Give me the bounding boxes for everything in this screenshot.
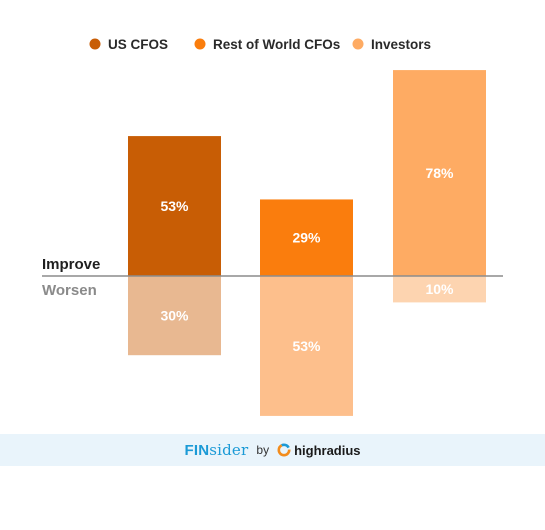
by-text: by bbox=[256, 443, 270, 457]
highradius-logo-icon bbox=[277, 443, 291, 457]
highradius-logo: highradius bbox=[277, 442, 361, 458]
bar-improve-0 bbox=[128, 136, 221, 276]
bar-worsen-2 bbox=[393, 276, 486, 303]
legend: US CFOS Rest of World CFOs Investors bbox=[89, 37, 431, 52]
data-label-worsen-2: 10% bbox=[425, 281, 454, 297]
legend-label-0: US CFOS bbox=[108, 37, 168, 52]
data-label-improve-2: 78% bbox=[425, 165, 454, 181]
brand-fin: FIN bbox=[184, 442, 210, 459]
data-label-improve-0: 53% bbox=[160, 198, 189, 214]
data-label-improve-1: 29% bbox=[292, 230, 321, 246]
bar-worsen-1 bbox=[260, 276, 353, 416]
legend-label-2: Investors bbox=[371, 37, 431, 52]
data-label-worsen-0: 30% bbox=[160, 308, 189, 324]
brand-sider: sider bbox=[209, 441, 249, 459]
bar-worsen-0 bbox=[128, 276, 221, 356]
axis-label-worsen: Worsen bbox=[42, 282, 97, 299]
footer: FINsider by highradius bbox=[0, 434, 545, 466]
axis-label-improve: Improve bbox=[42, 256, 100, 273]
finsider-logo: FINsider bbox=[184, 441, 248, 459]
highradius-text: highradius bbox=[294, 442, 361, 458]
legend-label-1: Rest of World CFOs bbox=[213, 37, 340, 52]
data-label-worsen-1: 53% bbox=[292, 338, 321, 354]
bar-improve-2 bbox=[393, 70, 486, 276]
legend-marker-0 bbox=[89, 38, 101, 50]
legend-marker-2 bbox=[352, 38, 364, 50]
chart: US CFOS Rest of World CFOs Investors 53% 30… bbox=[42, 37, 503, 416]
bar-improve-1 bbox=[260, 199, 353, 276]
legend-marker-1 bbox=[194, 38, 206, 50]
bars: 53% 30% 29% 53% 78% 10% bbox=[128, 70, 486, 416]
